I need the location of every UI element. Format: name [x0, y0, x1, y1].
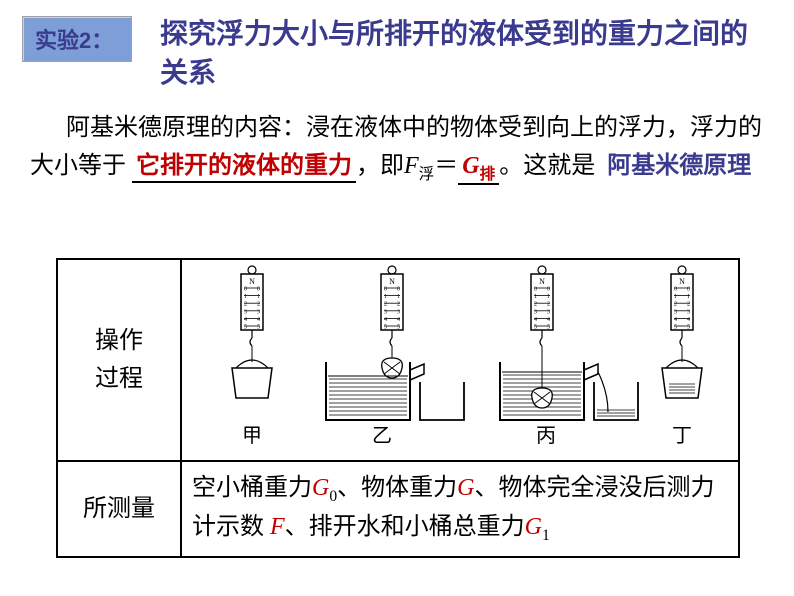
blank-fill-2: G排 [458, 147, 499, 187]
diagram-cell: N001122334455甲N001122334455乙N00112233445… [181, 259, 739, 461]
measured-quantities: 空小桶重力G0、物体重力G、物体完全浸没后测力计示数 F、排开水和小桶总重力G1 [181, 461, 739, 557]
svg-text:4: 4 [547, 317, 550, 323]
main-paragraph: 阿基米德原理的内容：浸在液体中的物体受到向上的浮力，浮力的大小等于 它排开的液体… [30, 110, 770, 187]
svg-text:5: 5 [397, 325, 400, 331]
svg-text:4: 4 [244, 317, 247, 323]
experiment-badge: 实验2： [22, 16, 132, 62]
svg-text:1: 1 [674, 294, 677, 300]
svg-text:2: 2 [244, 302, 247, 308]
svg-text:1: 1 [384, 294, 387, 300]
svg-text:5: 5 [534, 325, 537, 331]
svg-text:2: 2 [674, 302, 677, 308]
svg-text:2: 2 [384, 302, 387, 308]
svg-text:0: 0 [257, 287, 260, 293]
svg-text:3: 3 [534, 309, 537, 315]
apparatus-diagram: N001122334455甲N001122334455乙N00112233445… [182, 260, 738, 460]
svg-text:甲: 甲 [242, 425, 262, 447]
svg-text:4: 4 [384, 317, 387, 323]
svg-text:5: 5 [244, 325, 247, 331]
svg-text:3: 3 [547, 309, 550, 315]
svg-text:4: 4 [674, 317, 677, 323]
svg-text:4: 4 [397, 317, 400, 323]
svg-text:丙: 丙 [536, 425, 556, 447]
svg-text:1: 1 [257, 294, 260, 300]
svg-text:4: 4 [687, 317, 690, 323]
row1-header: 操作过程 [57, 259, 181, 461]
svg-text:5: 5 [384, 325, 387, 331]
principle-name: 阿基米德原理 [607, 152, 751, 179]
svg-text:1: 1 [244, 294, 247, 300]
svg-text:5: 5 [674, 325, 677, 331]
svg-text:3: 3 [397, 309, 400, 315]
svg-text:2: 2 [257, 302, 260, 308]
svg-text:N: N [679, 277, 685, 286]
svg-text:3: 3 [384, 309, 387, 315]
svg-text:丁: 丁 [672, 425, 692, 447]
svg-text:0: 0 [674, 287, 677, 293]
svg-text:2: 2 [687, 302, 690, 308]
svg-text:1: 1 [534, 294, 537, 300]
svg-text:1: 1 [687, 294, 690, 300]
svg-text:N: N [249, 277, 255, 286]
slide-title: 探究浮力大小与所排开的液体受到的重力之间的关系 [160, 14, 760, 92]
svg-text:3: 3 [674, 309, 677, 315]
svg-text:0: 0 [687, 287, 690, 293]
svg-text:0: 0 [244, 287, 247, 293]
svg-text:5: 5 [257, 325, 260, 331]
svg-text:2: 2 [397, 302, 400, 308]
experiment-table: 操作过程 N001122334455甲N001122334455乙N001122… [56, 258, 740, 558]
blank-fill-1: 它排开的液体的重力 [132, 147, 356, 185]
svg-text:4: 4 [257, 317, 260, 323]
svg-text:3: 3 [257, 309, 260, 315]
svg-text:1: 1 [397, 294, 400, 300]
svg-text:3: 3 [687, 309, 690, 315]
svg-text:N: N [539, 277, 545, 286]
svg-text:2: 2 [534, 302, 537, 308]
svg-text:乙: 乙 [372, 425, 392, 447]
svg-text:5: 5 [687, 325, 690, 331]
svg-text:1: 1 [547, 294, 550, 300]
svg-text:5: 5 [547, 325, 550, 331]
svg-text:0: 0 [384, 287, 387, 293]
svg-text:4: 4 [534, 317, 537, 323]
svg-text:0: 0 [547, 287, 550, 293]
experiment-badge-text: 实验2： [35, 28, 113, 53]
row2-header: 所测量 [57, 461, 181, 557]
svg-text:2: 2 [547, 302, 550, 308]
svg-text:0: 0 [397, 287, 400, 293]
svg-text:0: 0 [534, 287, 537, 293]
svg-text:N: N [389, 277, 395, 286]
svg-text:3: 3 [244, 309, 247, 315]
